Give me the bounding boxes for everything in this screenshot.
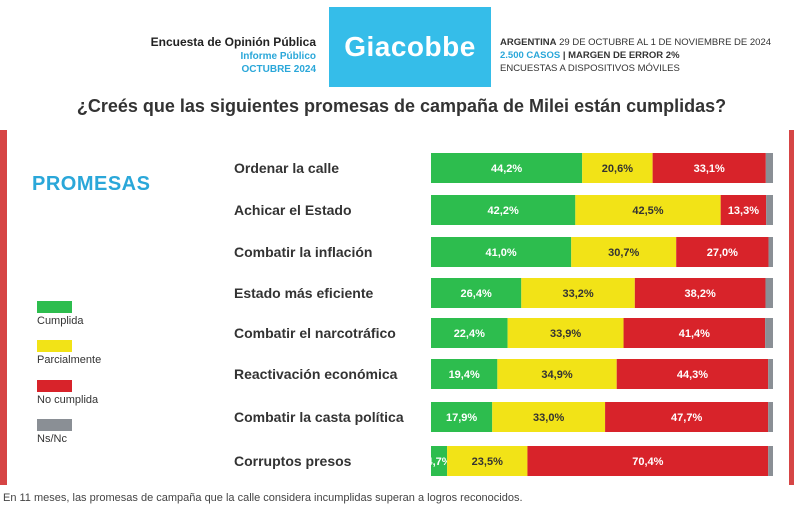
data-label-parcialmente-combatir-la-inflacion: 30,7% bbox=[608, 247, 639, 259]
bar-segment-parcialmente-reactivacion-economica bbox=[497, 359, 617, 389]
bar-segment-ns-nc-combatir-el-narcotrafico bbox=[765, 318, 773, 348]
data-label-cumplida-combatir-la-casta-politica: 17,9% bbox=[446, 412, 477, 424]
data-label-parcialmente-reactivacion-economica: 34,9% bbox=[541, 369, 572, 381]
legend-label-parcialmente: Parcialmente bbox=[37, 354, 102, 366]
legend-label-ns-nc: Ns/Nc bbox=[37, 433, 67, 445]
image-caption: En 11 meses, las promesas de campaña que… bbox=[3, 492, 523, 504]
category-label-corruptos-presos: Corruptos presos bbox=[234, 453, 352, 469]
category-label-estado-mas-eficiente: Estado más eficiente bbox=[234, 285, 373, 301]
survey-question: ¿Creés que las siguientes promesas de ca… bbox=[76, 96, 727, 116]
data-label-cumplida-combatir-la-inflacion: 41,0% bbox=[486, 247, 517, 259]
data-label-no-cumplida-ordenar-la-calle: 33,1% bbox=[694, 163, 725, 175]
bar-segment-ns-nc-ordenar-la-calle bbox=[765, 153, 773, 183]
bar-segment-no-cumplida-combatir-la-inflacion bbox=[676, 237, 769, 267]
category-label-ordenar-la-calle: Ordenar la calle bbox=[234, 160, 339, 176]
legend-item-cumplida: Cumplida bbox=[37, 301, 127, 327]
bar-segment-no-cumplida-combatir-la-casta-politica bbox=[605, 402, 769, 432]
data-label-parcialmente-corruptos-presos: 23,5% bbox=[472, 456, 503, 468]
data-label-cumplida-estado-mas-eficiente: 26,4% bbox=[461, 288, 492, 300]
category-label-combatir-la-casta-politica: Combatir la casta política bbox=[234, 409, 404, 425]
legend-swatch-ns-nc bbox=[37, 419, 72, 431]
report-date: OCTUBRE 2024 bbox=[241, 64, 316, 75]
bar-segment-cumplida-corruptos-presos bbox=[431, 446, 448, 476]
bar-segment-ns-nc-combatir-la-inflacion bbox=[768, 237, 773, 267]
bar-segment-parcialmente-estado-mas-eficiente bbox=[521, 278, 635, 308]
category-label-achicar-el-estado: Achicar el Estado bbox=[234, 202, 352, 218]
data-label-parcialmente-combatir-la-casta-politica: 33,0% bbox=[533, 412, 564, 424]
bar-segment-ns-nc-reactivacion-economica bbox=[768, 359, 773, 389]
report-type: Informe Público bbox=[240, 51, 316, 62]
bar-segment-cumplida-combatir-la-inflacion bbox=[431, 237, 572, 267]
legend-label-cumplida: Cumplida bbox=[37, 315, 84, 327]
bar-segment-no-cumplida-achicar-el-estado bbox=[720, 195, 767, 225]
category-label-combatir-la-inflacion: Combatir la inflación bbox=[234, 244, 372, 260]
data-label-cumplida-reactivacion-economica: 19,4% bbox=[449, 369, 480, 381]
data-label-no-cumplida-combatir-la-casta-politica: 47,7% bbox=[671, 412, 702, 424]
giacobbe-logo: Giacobbe bbox=[329, 7, 491, 87]
bar-segment-no-cumplida-corruptos-presos bbox=[527, 446, 769, 476]
data-label-cumplida-combatir-el-narcotrafico: 22,4% bbox=[454, 328, 485, 340]
promesas-label: PROMESAS bbox=[32, 173, 151, 195]
left-edge-decoration bbox=[0, 130, 7, 485]
bar-segment-parcialmente-combatir-la-casta-politica bbox=[492, 402, 606, 432]
survey-name: Encuesta de Opinión Pública bbox=[150, 35, 316, 49]
bar-segment-no-cumplida-estado-mas-eficiente bbox=[634, 278, 766, 308]
logo-text: Giacobbe bbox=[344, 31, 476, 62]
bar-segment-ns-nc-achicar-el-estado bbox=[766, 195, 773, 225]
bar-segment-no-cumplida-combatir-el-narcotrafico bbox=[623, 318, 766, 348]
legend-label-no-cumplida: No cumplida bbox=[37, 394, 99, 406]
data-label-parcialmente-achicar-el-estado: 42,5% bbox=[632, 205, 663, 217]
bar-segment-parcialmente-corruptos-presos bbox=[447, 446, 528, 476]
bar-segment-cumplida-combatir-el-narcotrafico bbox=[431, 318, 508, 348]
data-label-parcialmente-combatir-el-narcotrafico: 33,9% bbox=[550, 328, 581, 340]
legend-swatch-cumplida bbox=[37, 301, 72, 313]
bar-segment-cumplida-combatir-la-casta-politica bbox=[431, 402, 493, 432]
meta-cases: 2.500 CASOS bbox=[500, 50, 561, 61]
meta-method: ENCUESTAS A DISPOSITIVOS MÓVILES bbox=[500, 63, 680, 74]
legend-item-parcialmente: Parcialmente bbox=[37, 340, 127, 366]
data-label-no-cumplida-estado-mas-eficiente: 38,2% bbox=[685, 288, 716, 300]
bar-segment-ns-nc-estado-mas-eficiente bbox=[765, 278, 773, 308]
meta-margin: | MARGEN DE ERROR 2% bbox=[560, 50, 680, 61]
survey-meta: ARGENTINA 29 DE OCTUBRE AL 1 DE NOVIEMBR… bbox=[500, 36, 771, 75]
legend-item-ns-nc: Ns/Nc bbox=[37, 419, 127, 445]
infographic: Encuesta de Opinión Pública Informe Públ… bbox=[0, 7, 794, 485]
bar-segment-parcialmente-combatir-la-inflacion bbox=[571, 237, 677, 267]
data-label-no-cumplida-achicar-el-estado: 13,3% bbox=[728, 205, 759, 217]
bar-segment-no-cumplida-ordenar-la-calle bbox=[652, 153, 766, 183]
bar-segment-parcialmente-combatir-el-narcotrafico bbox=[507, 318, 624, 348]
data-label-no-cumplida-reactivacion-economica: 44,3% bbox=[677, 369, 708, 381]
category-label-reactivacion-economica: Reactivación económica bbox=[234, 366, 398, 382]
legend-swatch-no-cumplida bbox=[37, 380, 72, 392]
bar-segment-cumplida-achicar-el-estado bbox=[431, 195, 576, 225]
legend-swatch-parcialmente bbox=[37, 340, 72, 352]
data-label-parcialmente-estado-mas-eficiente: 33,2% bbox=[562, 288, 593, 300]
bar-segment-no-cumplida-reactivacion-economica bbox=[616, 359, 769, 389]
bar-segment-ns-nc-combatir-la-casta-politica bbox=[768, 402, 773, 432]
bar-segment-cumplida-ordenar-la-calle bbox=[431, 153, 583, 183]
stacked-bar-chart: Ordenar la calle 44,2% 20,6% 33,1% Achicar e… bbox=[234, 153, 773, 476]
data-label-no-cumplida-combatir-el-narcotrafico: 41,4% bbox=[679, 328, 710, 340]
data-label-no-cumplida-combatir-la-inflacion: 27,0% bbox=[707, 247, 738, 259]
data-label-cumplida-achicar-el-estado: 42,2% bbox=[488, 205, 519, 217]
right-edge-decoration bbox=[789, 130, 794, 485]
bar-segment-parcialmente-ordenar-la-calle bbox=[582, 153, 653, 183]
bar-segment-parcialmente-achicar-el-estado bbox=[575, 195, 721, 225]
meta-dates: 29 DE OCTUBRE AL 1 DE NOVIEMBRE DE 2024 bbox=[556, 37, 772, 48]
data-label-cumplida-corruptos-presos: 4,7% bbox=[427, 456, 452, 468]
bar-segment-ns-nc-corruptos-presos bbox=[768, 446, 773, 476]
meta-country: ARGENTINA bbox=[500, 37, 557, 48]
category-label-combatir-el-narcotrafico: Combatir el narcotráfico bbox=[234, 325, 396, 341]
bar-segment-cumplida-estado-mas-eficiente bbox=[431, 278, 522, 308]
legend-item-no-cumplida: No cumplida bbox=[37, 380, 127, 406]
data-label-no-cumplida-corruptos-presos: 70,4% bbox=[632, 456, 663, 468]
bar-segment-cumplida-reactivacion-economica bbox=[431, 359, 498, 389]
data-label-cumplida-ordenar-la-calle: 44,2% bbox=[491, 163, 522, 175]
data-label-parcialmente-ordenar-la-calle: 20,6% bbox=[602, 163, 633, 175]
